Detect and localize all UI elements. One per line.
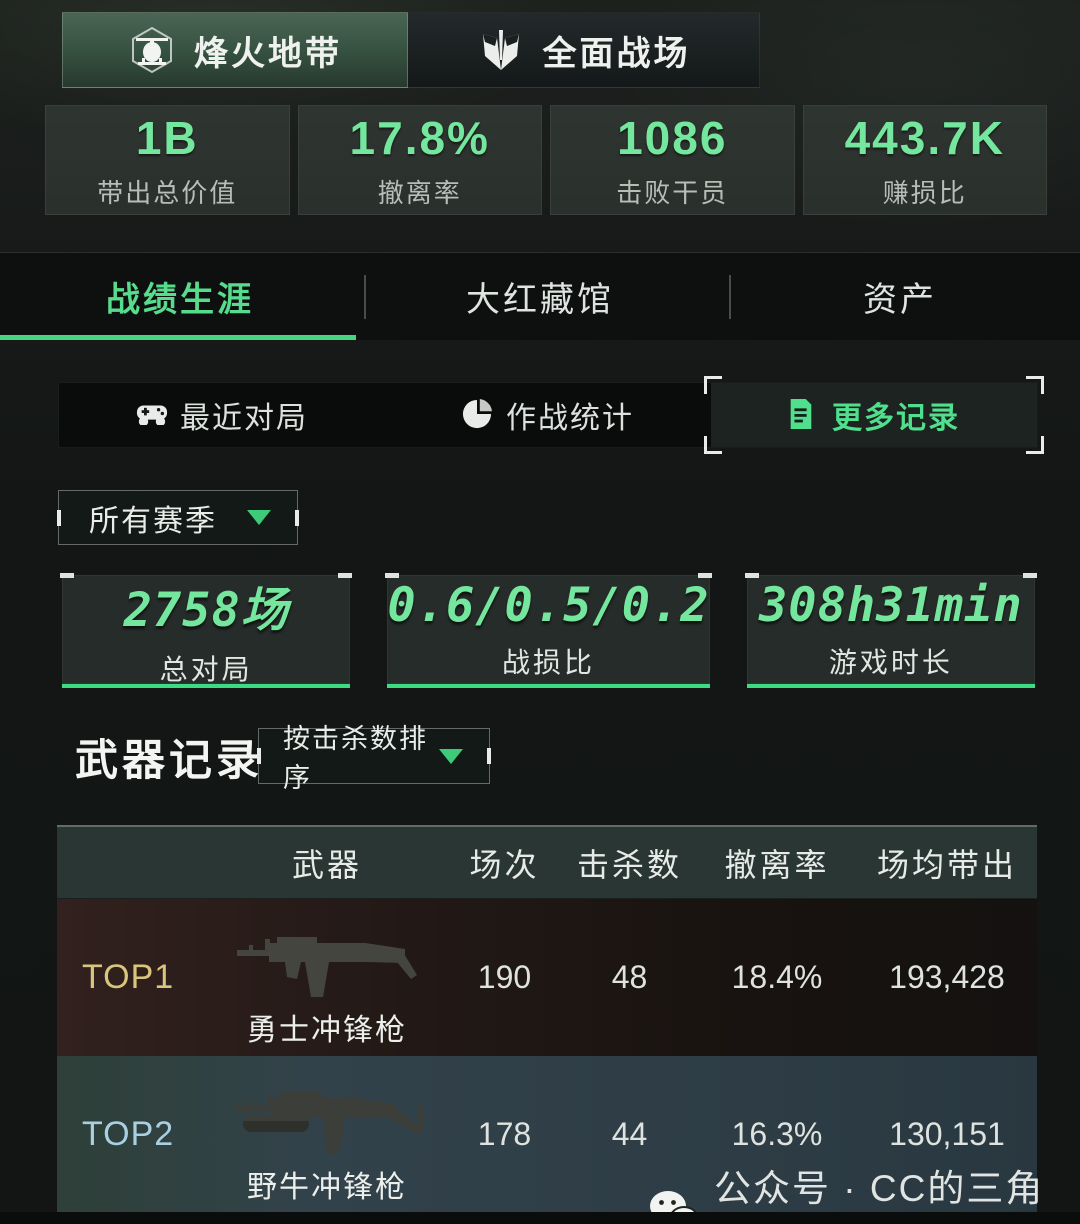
stat-label: 击败干员 bbox=[616, 177, 729, 208]
weapons-table: 武器 场次 击杀数 撤离率 场均带出 TOP1 bbox=[57, 825, 1037, 1213]
cell-matches: 190 bbox=[477, 959, 532, 995]
cell-kills: 44 bbox=[611, 1116, 648, 1152]
corner-tick bbox=[338, 573, 353, 578]
main-nav-bar: 战绩生涯 大红藏馆 资产 bbox=[0, 252, 1080, 340]
weapon-sort-dropdown[interactable]: 按击杀数排序 bbox=[258, 724, 490, 793]
corner-bracket bbox=[1026, 376, 1044, 394]
corner-tick bbox=[60, 573, 74, 578]
stat-value: 1B bbox=[135, 111, 199, 164]
header-kills: 击杀数 bbox=[576, 847, 682, 883]
stat-kd-ratio: 0.6/0.5/0.2 战损比 bbox=[385, 573, 712, 688]
cell-matches: 178 bbox=[477, 1116, 532, 1152]
stat-label: 赚损比 bbox=[882, 177, 967, 208]
record-tab-label: 最近对局 bbox=[180, 402, 308, 435]
cell-kills: 48 bbox=[611, 959, 648, 995]
stat-label: 带出总价值 bbox=[97, 177, 238, 208]
pie-chart-icon bbox=[462, 399, 494, 431]
battle-emblem-icon bbox=[477, 26, 525, 74]
stat-label: 撤离率 bbox=[377, 177, 462, 208]
weapon-name: 野牛冲锋枪 bbox=[247, 1170, 407, 1204]
stat-total-matches: 2758场 总对局 bbox=[60, 573, 353, 688]
chevron-down-icon bbox=[247, 510, 271, 525]
divider bbox=[364, 275, 366, 319]
cell-avg-takeout: 130,151 bbox=[889, 1116, 1005, 1152]
header-matches: 场次 bbox=[469, 847, 540, 883]
rank-badge: TOP2 bbox=[82, 1115, 175, 1153]
active-tab-underline bbox=[0, 335, 356, 340]
corner-tick bbox=[1023, 573, 1038, 578]
nav-tab-career[interactable]: 战绩生涯 bbox=[106, 281, 254, 319]
header-weapon: 武器 bbox=[291, 847, 362, 883]
stat-extraction-rate: 17.8% 撤离率 bbox=[297, 105, 542, 215]
stat-value: 308h31min bbox=[758, 578, 1023, 633]
weapon-cell: 勇士冲锋枪 bbox=[207, 899, 447, 1056]
corner-bracket bbox=[704, 376, 722, 394]
stat-value: 1086 bbox=[617, 111, 728, 164]
record-tabs: 最近对局 作战统计 bbox=[58, 376, 1044, 454]
rank-badge: TOP1 bbox=[82, 958, 175, 996]
stat-value: 2758场 bbox=[123, 583, 289, 638]
record-tab-label: 更多记录 bbox=[832, 402, 960, 435]
document-icon bbox=[788, 399, 820, 431]
chevron-down-icon bbox=[439, 748, 463, 764]
cell-extraction-rate: 16.3% bbox=[731, 1116, 823, 1152]
mode-tabs: 烽火地带 全面战场 bbox=[62, 12, 760, 88]
tab-quanmian-zhanchang[interactable]: 全面战场 bbox=[408, 12, 760, 88]
weapon-sort-value: 按击杀数排序 bbox=[283, 724, 428, 793]
stat-value: 0.6/0.5/0.2 bbox=[387, 578, 710, 633]
corner-bracket bbox=[1026, 436, 1044, 454]
nav-tab-assets[interactable]: 资产 bbox=[863, 281, 937, 319]
weapon-cell: 野牛冲锋枪 bbox=[207, 1056, 447, 1213]
cell-extraction-rate: 18.4% bbox=[731, 959, 823, 995]
header-avg-takeout: 场均带出 bbox=[876, 847, 1017, 883]
stat-operators-defeated: 1086 击败干员 bbox=[550, 105, 795, 215]
stat-label: 战损比 bbox=[502, 647, 596, 678]
stat-playtime: 308h31min 游戏时长 bbox=[744, 573, 1038, 688]
helicopter-icon bbox=[128, 26, 176, 74]
mode-tab-label: 全面战场 bbox=[542, 34, 691, 73]
mode-tab-label: 烽火地带 bbox=[194, 34, 342, 73]
cell-avg-takeout: 193,428 bbox=[889, 959, 1005, 995]
season-dropdown[interactable]: 所有赛季 bbox=[58, 490, 298, 545]
stat-value: 443.7K bbox=[844, 111, 1005, 164]
stat-label: 游戏时长 bbox=[828, 647, 953, 678]
weapons-table-header: 武器 场次 击杀数 撤离率 场均带出 bbox=[57, 825, 1037, 899]
gamepad-icon bbox=[136, 399, 168, 431]
stat-value: 17.8% bbox=[349, 111, 490, 164]
weapon-name: 勇士冲锋枪 bbox=[247, 1013, 407, 1047]
tab-combat-statistics[interactable]: 作战统计 bbox=[385, 383, 711, 447]
record-tab-label: 作战统计 bbox=[506, 402, 634, 435]
corner-tick bbox=[744, 573, 759, 578]
nav-tab-collection[interactable]: 大红藏馆 bbox=[466, 281, 614, 319]
tab-recent-matches[interactable]: 最近对局 bbox=[59, 383, 385, 447]
weapon-image bbox=[227, 915, 427, 1003]
table-row[interactable]: TOP2 bbox=[57, 1056, 1037, 1213]
corner-tick bbox=[385, 573, 400, 578]
corner-bracket bbox=[704, 436, 722, 454]
stat-total-value: 1B 带出总价值 bbox=[45, 105, 290, 215]
season-dropdown-value: 所有赛季 bbox=[89, 504, 217, 538]
divider bbox=[729, 275, 731, 319]
tab-fenghuo-didai[interactable]: 烽火地带 bbox=[62, 12, 408, 88]
stat-label: 总对局 bbox=[159, 654, 253, 685]
table-row[interactable]: TOP1 bbox=[57, 899, 1037, 1056]
weapon-image bbox=[227, 1072, 427, 1160]
career-stats: 2758场 总对局 0.6/0.5/0.2 战损比 308h31min 游戏时长 bbox=[60, 573, 1038, 688]
weapons-section-title: 武器记录 bbox=[75, 737, 263, 785]
summary-stats: 1B 带出总价值 17.8% 撤离率 1086 击败干员 443.7K 赚损比 bbox=[45, 105, 1047, 215]
tab-more-records[interactable]: 更多记录 bbox=[704, 376, 1044, 454]
header-extraction-rate: 撤离率 bbox=[724, 847, 830, 883]
stat-profit-loss: 443.7K 赚损比 bbox=[802, 105, 1047, 215]
bottom-strip bbox=[0, 1212, 1080, 1224]
corner-tick bbox=[697, 573, 712, 578]
